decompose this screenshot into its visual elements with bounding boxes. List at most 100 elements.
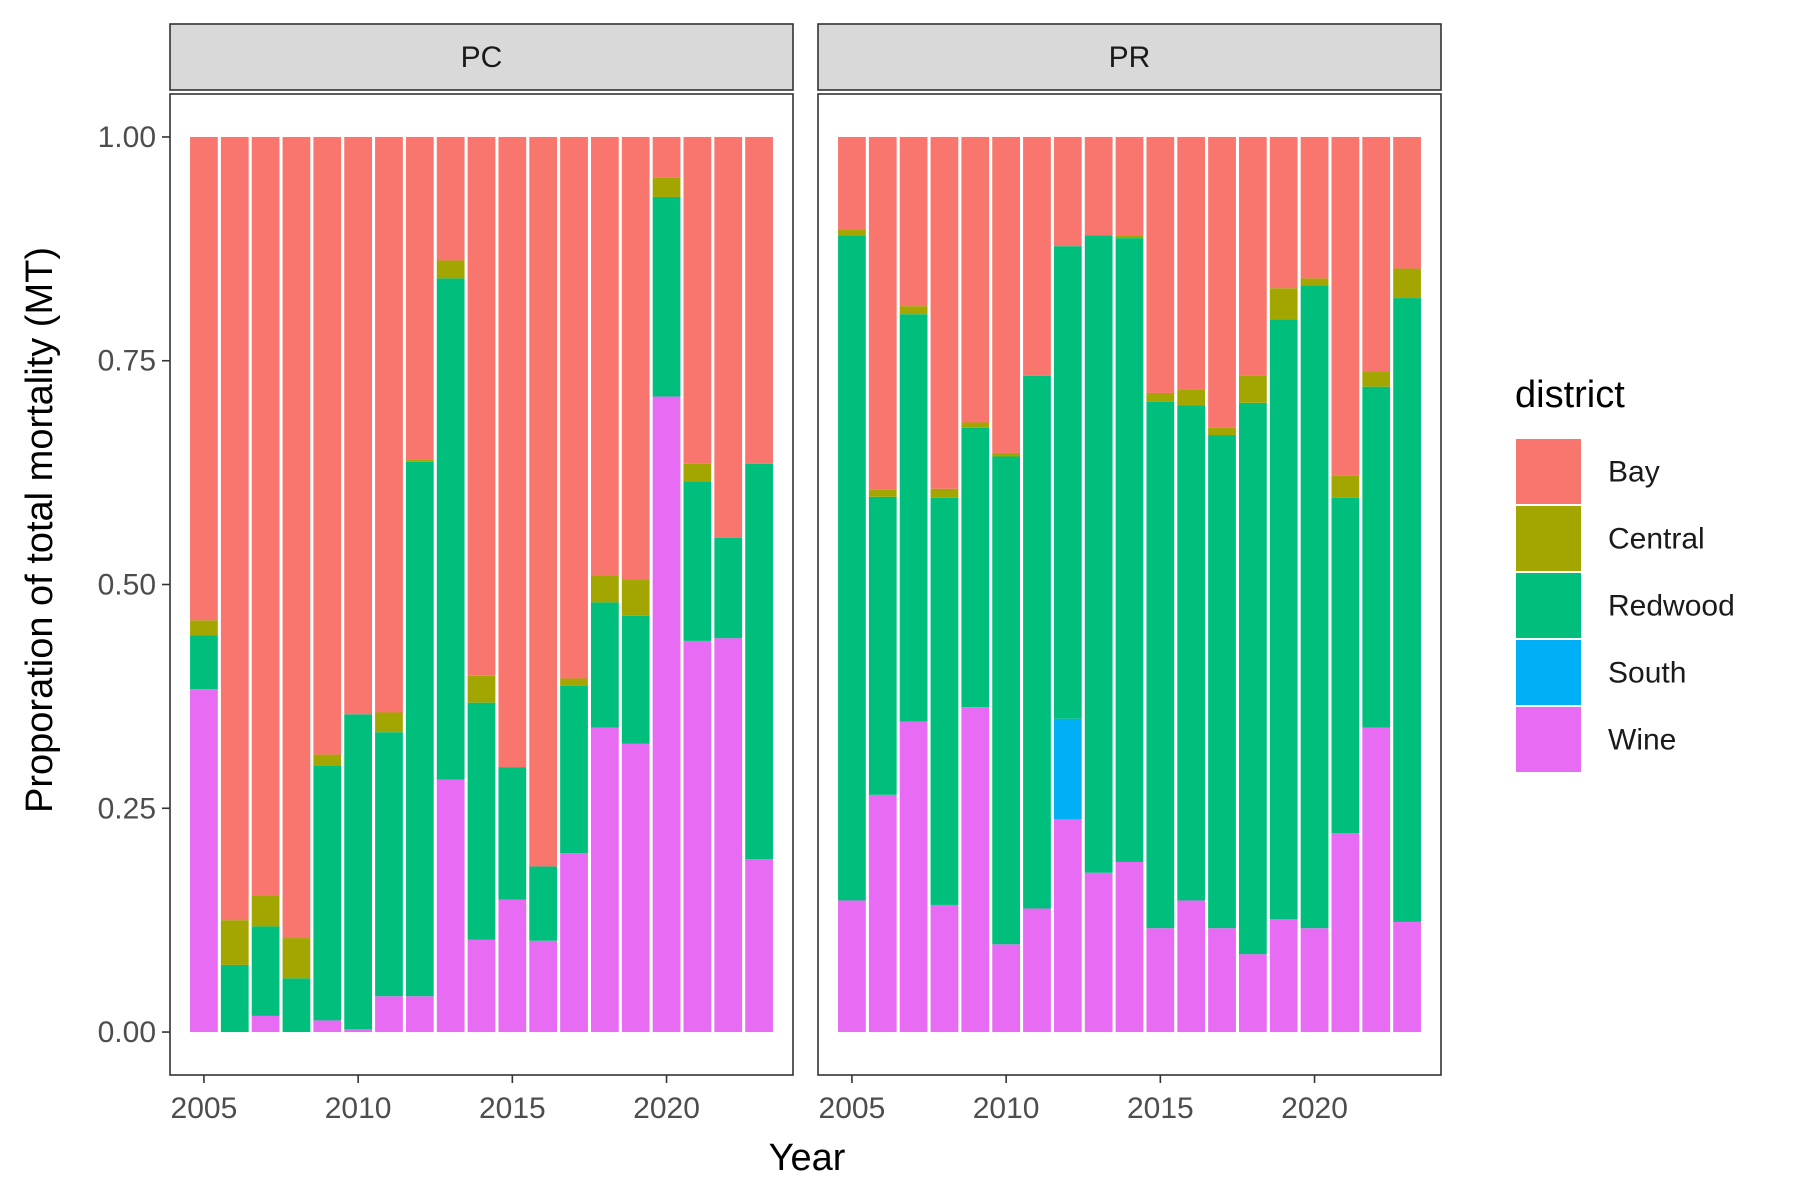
- legend-label: Redwood: [1608, 590, 1735, 623]
- bar-segment-bay-2010: [992, 136, 1021, 453]
- legend-label: South: [1608, 657, 1686, 690]
- bar-segment-central-2008: [930, 488, 959, 498]
- bar-segment-central-2011: [375, 712, 403, 733]
- x-axis-title: Year: [769, 1137, 846, 1179]
- bar-segment-redwood-2020: [1300, 285, 1329, 929]
- bar-segment-wine-2015: [498, 899, 527, 1033]
- bar-segment-redwood-2014: [467, 702, 496, 940]
- bar-segment-central-2023: [1393, 268, 1421, 299]
- bar-segment-bay-2019: [621, 136, 650, 581]
- bar-segment-bay-2017: [560, 136, 588, 679]
- bar-segment-central-2015: [1146, 392, 1175, 402]
- x-tick-label: 2010: [325, 1092, 392, 1125]
- bar-segment-bay-2013: [1084, 136, 1113, 236]
- bar-segment-redwood-2010: [992, 456, 1021, 945]
- bar-segment-redwood-2006: [868, 496, 897, 795]
- bar-segment-redwood-2020: [652, 196, 681, 397]
- bar-segment-wine-2012: [1053, 819, 1082, 1033]
- facet-strip: [169, 23, 794, 91]
- bar-segment-bay-2007: [251, 136, 280, 896]
- bar-segment-wine-2022: [1362, 727, 1391, 1033]
- bar-segment-redwood-2018: [1238, 402, 1267, 955]
- bar-segment-wine-2007: [899, 721, 928, 1033]
- bar-segment-redwood-2007: [251, 926, 280, 1016]
- bar-segment-central-2008: [282, 938, 311, 979]
- bar-segment-wine-2022: [714, 638, 743, 1033]
- x-tick-label: 2005: [171, 1092, 238, 1125]
- bar-segment-bay-2018: [1238, 136, 1267, 376]
- bar-segment-wine-2021: [683, 640, 712, 1033]
- bar-segment-central-2012: [405, 459, 434, 462]
- bar-segment-bay-2022: [714, 136, 743, 538]
- bar-segment-central-2019: [621, 580, 650, 616]
- legend-entry-wine: Wine: [1514, 705, 1676, 774]
- bar-segment-central-2014: [1115, 235, 1144, 239]
- x-tick-label: 2020: [1281, 1092, 1348, 1125]
- legend-label: Central: [1608, 523, 1705, 556]
- bar-segment-redwood-2012: [405, 461, 434, 997]
- legend-key-central: [1514, 504, 1583, 573]
- bar-segment-redwood-2017: [1208, 435, 1236, 929]
- bar-segment-wine-2021: [1331, 833, 1360, 1033]
- facet-strip: [817, 23, 1442, 91]
- bar-segment-wine-2023: [745, 859, 773, 1033]
- bar-segment-wine-2011: [1023, 908, 1051, 1033]
- bar-segment-central-2006: [868, 489, 897, 497]
- panel-pc: PC 2005 2010 2015 2020 0.00 0.25 0.50 0.75 1.00: [98, 23, 794, 1125]
- bar-segment-bay-2012: [1053, 136, 1082, 247]
- bar-segment-redwood-2007: [899, 314, 928, 722]
- bar-segment-wine-2005: [190, 689, 218, 1033]
- facet-strip-label: PR: [1109, 41, 1151, 74]
- bar-segment-south-2012: [1053, 718, 1082, 820]
- bar-segment-central-2016: [1177, 389, 1206, 406]
- bar-segment-wine-2010: [344, 1029, 373, 1033]
- bar-segment-central-2007: [251, 895, 280, 927]
- bar-segment-wine-2009: [313, 1020, 342, 1033]
- bar-segment-redwood-2014: [1115, 238, 1144, 862]
- bar-segment-bay-2023: [1393, 136, 1421, 269]
- bar-segment-wine-2010: [992, 944, 1021, 1033]
- y-tick-label: 1.00: [98, 121, 156, 154]
- bar-segment-redwood-2023: [745, 463, 773, 860]
- bar-segment-central-2021: [683, 463, 712, 482]
- bar-segment-wine-2017: [560, 853, 588, 1033]
- bar-segment-redwood-2005: [190, 635, 218, 690]
- legend-label: Wine: [1608, 724, 1676, 757]
- panel-pr: PR 2005 2010 2015 2020: [817, 23, 1442, 1125]
- bar-segment-bay-2012: [405, 136, 434, 460]
- bar-segment-bay-2020: [652, 136, 681, 178]
- bar-segment-redwood-2013: [1084, 235, 1113, 873]
- y-tick-label: 0.25: [98, 792, 156, 825]
- bar-segment-redwood-2023: [1393, 298, 1421, 922]
- x-tick-label: 2005: [819, 1092, 886, 1125]
- bar-segment-central-2020: [652, 177, 681, 197]
- bar-segment-bay-2006: [868, 136, 897, 490]
- bar-segment-bay-2013: [436, 136, 465, 261]
- legend-key-redwood: [1514, 571, 1583, 640]
- bar-segment-redwood-2011: [375, 732, 403, 997]
- bar-segment-central-2017: [560, 678, 588, 686]
- x-tick-label: 2015: [479, 1092, 546, 1125]
- bar-segment-redwood-2008: [282, 978, 311, 1033]
- bar-segment-wine-2016: [1177, 900, 1206, 1033]
- legend-title: district: [1515, 374, 1625, 416]
- y-tick-label: 0.50: [98, 569, 156, 602]
- bar-segment-redwood-2012: [1053, 246, 1082, 719]
- bar-segment-redwood-2022: [714, 537, 743, 639]
- legend-label: Bay: [1608, 456, 1660, 489]
- bar-segment-wine-2018: [1238, 954, 1267, 1033]
- bar-segment-bay-2008: [282, 136, 311, 939]
- bar-segment-redwood-2005: [838, 235, 866, 901]
- bar-segment-bay-2015: [498, 136, 527, 768]
- bar-segment-wine-2015: [1146, 928, 1175, 1033]
- bar-segment-central-2005: [190, 620, 218, 636]
- bar-segment-wine-2023: [1393, 921, 1421, 1033]
- legend-entries: Bay Central Redwood South Wine: [1514, 437, 1735, 774]
- bar-segment-bay-2009: [313, 136, 342, 755]
- bar-segment-central-2019: [1269, 288, 1298, 320]
- bar-segment-bay-2010: [344, 136, 373, 715]
- y-tick-label: 0.00: [98, 1016, 156, 1049]
- bar-segment-bay-2022: [1362, 136, 1391, 372]
- bar-segment-bay-2016: [529, 136, 558, 867]
